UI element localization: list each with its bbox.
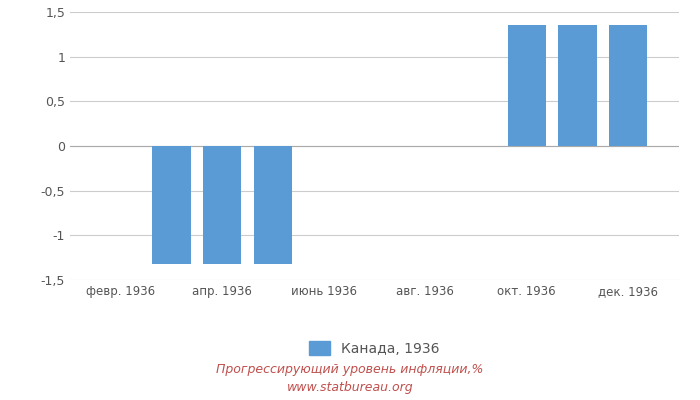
Bar bbox=[508, 25, 546, 146]
Text: Прогрессирующий уровень инфляции,%: Прогрессирующий уровень инфляции,% bbox=[216, 364, 484, 376]
Legend: Канада, 1936: Канада, 1936 bbox=[304, 335, 445, 361]
Bar bbox=[254, 146, 292, 264]
Bar bbox=[559, 25, 596, 146]
Bar bbox=[203, 146, 242, 264]
Bar bbox=[609, 25, 648, 146]
Text: www.statbureau.org: www.statbureau.org bbox=[287, 382, 413, 394]
Bar bbox=[153, 146, 190, 264]
